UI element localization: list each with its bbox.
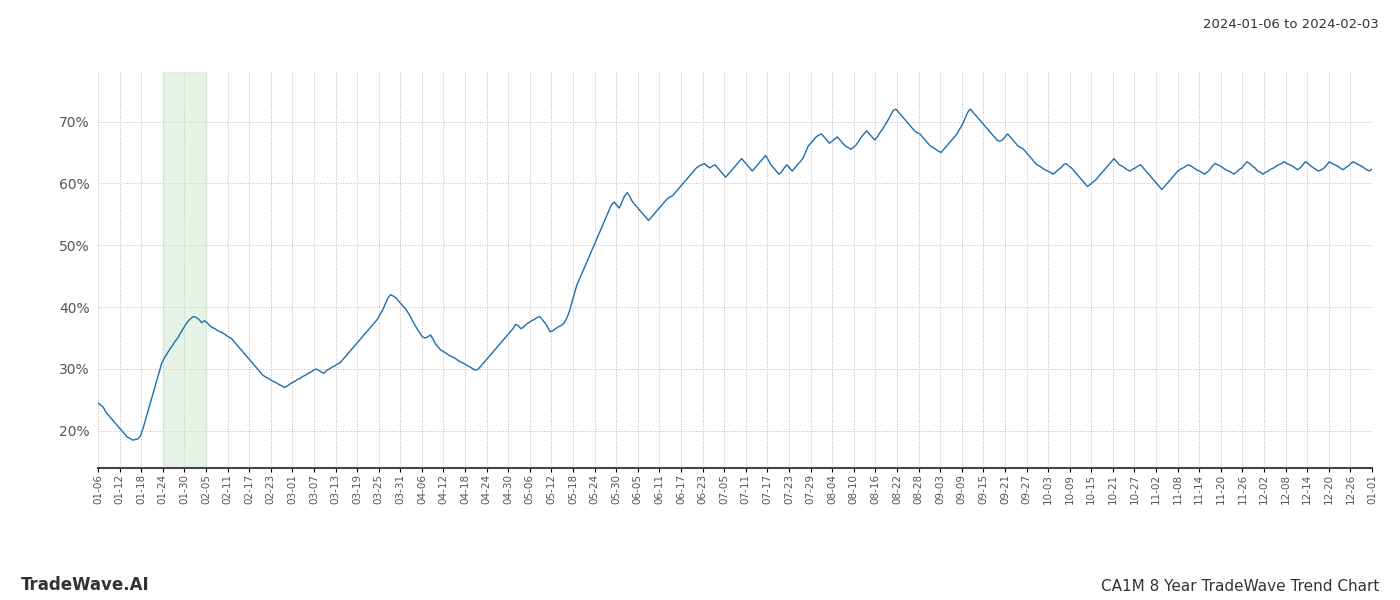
Bar [162,72,206,468]
Text: CA1M 8 Year TradeWave Trend Chart: CA1M 8 Year TradeWave Trend Chart [1100,579,1379,594]
Text: TradeWave.AI: TradeWave.AI [21,576,150,594]
Text: 2024-01-06 to 2024-02-03: 2024-01-06 to 2024-02-03 [1203,18,1379,31]
